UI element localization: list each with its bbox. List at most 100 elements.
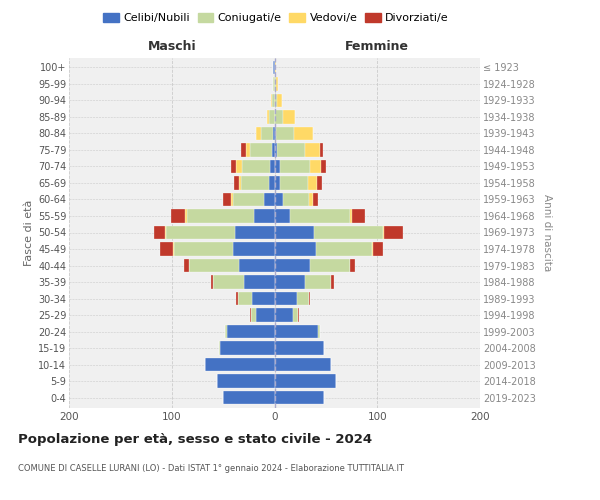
Bar — [373, 242, 383, 256]
Bar — [185, 210, 187, 222]
Bar — [235, 176, 239, 190]
Bar — [297, 292, 310, 305]
Bar — [275, 308, 293, 322]
Bar — [187, 210, 254, 222]
Text: Maschi: Maschi — [148, 40, 196, 52]
Bar — [223, 193, 232, 206]
Text: COMUNE DI CASELLE LURANI (LO) - Dati ISTAT 1° gennaio 2024 - Elaborazione TUTTIT: COMUNE DI CASELLE LURANI (LO) - Dati IST… — [18, 464, 404, 473]
Bar — [271, 94, 272, 107]
Bar — [275, 374, 336, 388]
Bar — [174, 242, 233, 256]
Bar — [275, 325, 317, 338]
Bar — [264, 193, 275, 206]
Bar — [275, 110, 283, 124]
Bar — [298, 308, 299, 322]
Bar — [310, 160, 321, 173]
Text: Popolazione per età, sesso e stato civile - 2024: Popolazione per età, sesso e stato civil… — [18, 432, 372, 446]
Bar — [275, 193, 283, 206]
Bar — [317, 325, 320, 338]
Bar — [275, 144, 277, 156]
Bar — [283, 110, 295, 124]
Bar — [219, 342, 220, 354]
Bar — [305, 276, 331, 288]
Bar — [321, 160, 326, 173]
Bar — [331, 276, 334, 288]
Bar — [268, 110, 269, 124]
Bar — [275, 127, 294, 140]
Bar — [280, 160, 310, 173]
Bar — [274, 127, 275, 140]
Bar — [184, 259, 189, 272]
Bar — [256, 127, 261, 140]
Bar — [269, 110, 275, 124]
Bar — [233, 193, 264, 206]
Bar — [383, 226, 385, 239]
Bar — [294, 127, 313, 140]
Y-axis label: Anni di nascita: Anni di nascita — [542, 194, 553, 271]
Bar — [275, 78, 278, 90]
Bar — [352, 210, 365, 222]
Bar — [244, 276, 275, 288]
Bar — [256, 308, 275, 322]
Bar — [310, 259, 350, 272]
Bar — [251, 308, 256, 322]
Bar — [275, 160, 280, 173]
Bar — [220, 342, 275, 354]
Legend: Celibi/Nubili, Coniugati/e, Vedovi/e, Divorziati/e: Celibi/Nubili, Coniugati/e, Vedovi/e, Di… — [99, 8, 453, 28]
Bar — [275, 292, 297, 305]
Bar — [275, 176, 280, 190]
Bar — [189, 259, 239, 272]
Bar — [225, 325, 227, 338]
Bar — [290, 210, 350, 222]
Bar — [233, 242, 275, 256]
Bar — [275, 342, 324, 354]
Bar — [305, 144, 320, 156]
Bar — [213, 276, 244, 288]
Bar — [232, 160, 236, 173]
Bar — [275, 94, 277, 107]
Bar — [372, 242, 373, 256]
Bar — [242, 160, 271, 173]
Bar — [274, 61, 275, 74]
Bar — [283, 193, 310, 206]
Bar — [252, 292, 275, 305]
Bar — [205, 358, 275, 371]
Bar — [310, 193, 313, 206]
Bar — [239, 176, 241, 190]
Bar — [171, 210, 185, 222]
Bar — [241, 144, 246, 156]
Bar — [236, 160, 242, 173]
Bar — [164, 226, 166, 239]
Bar — [254, 210, 275, 222]
Bar — [241, 176, 269, 190]
Bar — [250, 308, 251, 322]
Bar — [317, 176, 322, 190]
Bar — [277, 144, 305, 156]
Bar — [154, 226, 164, 239]
Bar — [275, 259, 310, 272]
Bar — [173, 242, 174, 256]
Bar — [308, 176, 317, 190]
Bar — [211, 276, 213, 288]
Bar — [160, 242, 173, 256]
Bar — [275, 276, 305, 288]
Bar — [246, 144, 250, 156]
Bar — [277, 94, 281, 107]
Bar — [239, 259, 275, 272]
Bar — [269, 176, 275, 190]
Bar — [275, 358, 331, 371]
Bar — [314, 226, 383, 239]
Bar — [275, 226, 314, 239]
Bar — [261, 127, 274, 140]
Bar — [316, 242, 372, 256]
Y-axis label: Fasce di età: Fasce di età — [23, 200, 34, 266]
Bar — [275, 210, 290, 222]
Bar — [313, 193, 317, 206]
Bar — [280, 176, 308, 190]
Bar — [238, 292, 252, 305]
Bar — [350, 210, 352, 222]
Bar — [293, 308, 298, 322]
Bar — [223, 391, 275, 404]
Bar — [217, 374, 275, 388]
Bar — [275, 391, 324, 404]
